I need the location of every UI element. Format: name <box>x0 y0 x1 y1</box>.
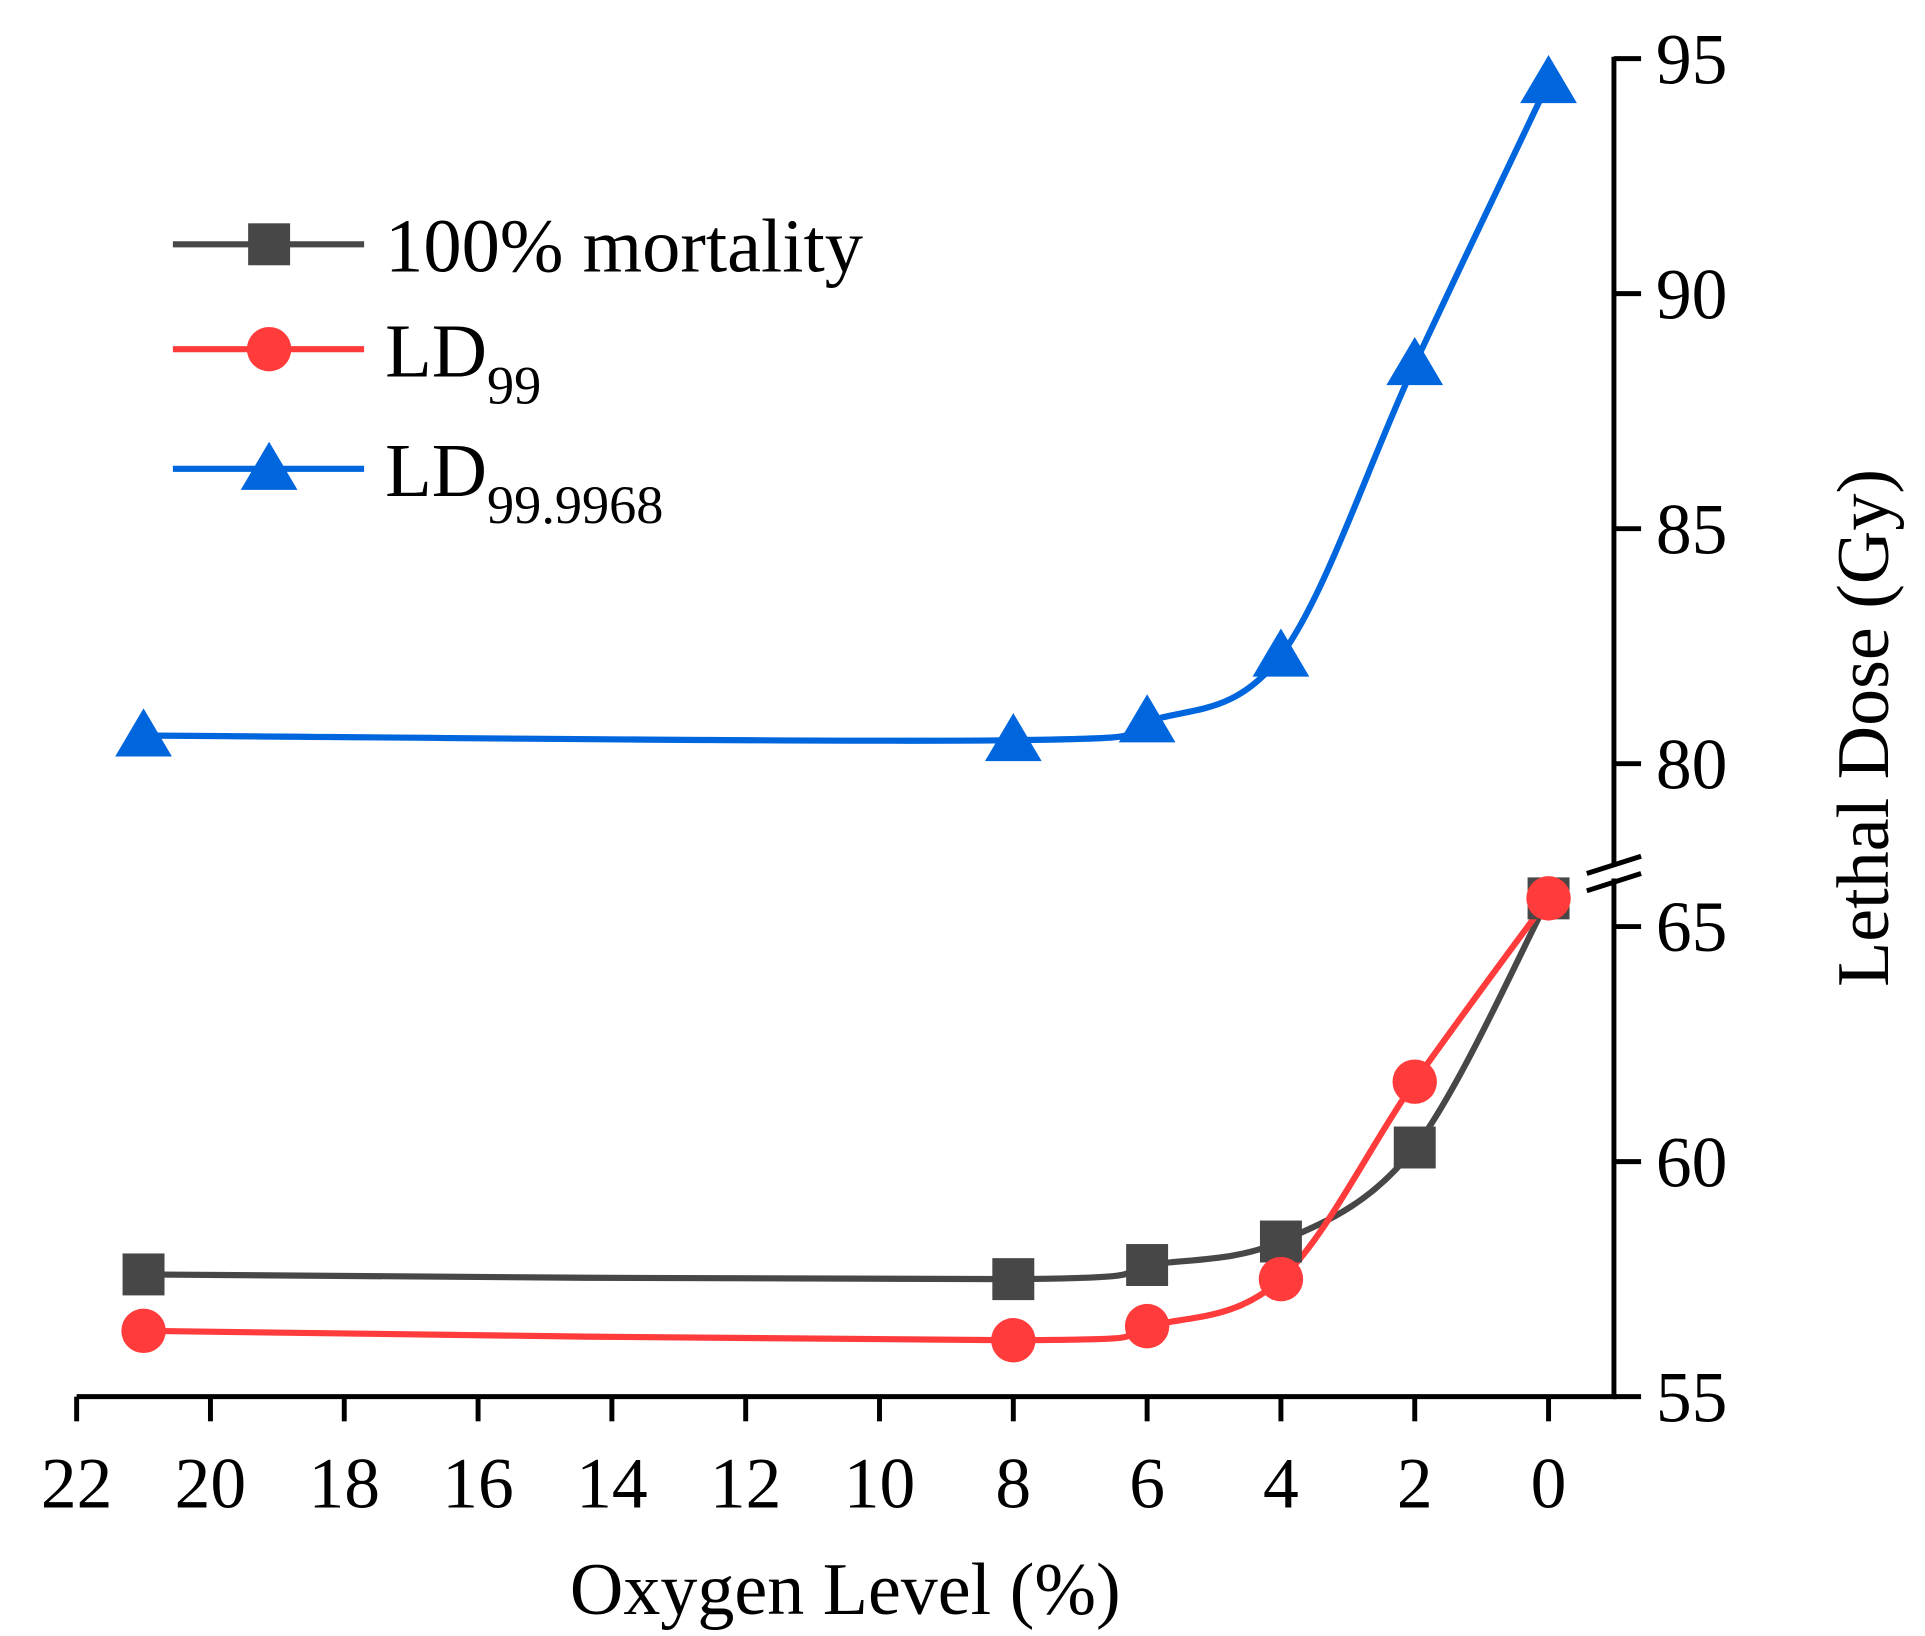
data-point-triangle <box>1252 628 1310 677</box>
x-tick-label: 2 <box>1397 1445 1433 1524</box>
y-tick-label: 55 <box>1656 1358 1728 1437</box>
legend-label: 100% mortality <box>385 203 863 288</box>
data-point-square <box>1393 1126 1436 1169</box>
axis-break-mark <box>1586 853 1642 894</box>
data-point-triangle <box>115 708 172 757</box>
x-tick-label: 18 <box>308 1445 380 1524</box>
data-point-circle <box>1526 876 1571 921</box>
series-line-2 <box>143 80 1552 744</box>
x-tick-label: 10 <box>844 1445 916 1524</box>
x-tick-label: 12 <box>710 1445 782 1524</box>
x-tick-label: 20 <box>175 1445 247 1524</box>
legend-item: LD99.9968 <box>172 428 663 535</box>
data-point-triangle <box>1386 337 1444 386</box>
legend-label: LD99 <box>385 308 541 415</box>
x-tick-label: 6 <box>1129 1445 1165 1524</box>
data-point-square <box>992 1258 1035 1301</box>
data-point-circle <box>1124 1303 1170 1349</box>
data-point-square <box>1259 1220 1302 1263</box>
x-tick-label: 8 <box>995 1445 1031 1524</box>
data-point-circle <box>121 1308 166 1354</box>
data-point-triangle <box>1118 694 1176 743</box>
y-tick-label: 60 <box>1656 1123 1728 1202</box>
legend-item: LD99 <box>172 308 541 415</box>
data-point-circle <box>991 1318 1036 1363</box>
x-axis-title: Oxygen Level (%) <box>570 1549 1121 1631</box>
data-point-circle <box>1392 1059 1437 1104</box>
y-axis-title: Lethal Dose (Gy) <box>1823 469 1905 987</box>
legend: 100% mortality LD99 LD99.9968 <box>172 203 863 535</box>
y-tick-label: 65 <box>1656 888 1728 967</box>
y-tick-label: 80 <box>1656 725 1728 804</box>
axes <box>76 56 1642 1400</box>
legend-item: 100% mortality <box>172 203 863 288</box>
y-tick-label: 90 <box>1656 255 1728 334</box>
data-point-circle <box>1258 1256 1304 1302</box>
x-tick-label: 16 <box>442 1445 514 1524</box>
series-line-0 <box>143 896 1552 1283</box>
y-tick-label: 95 <box>1656 20 1728 99</box>
legend-label: LD99.9968 <box>385 428 663 535</box>
legend-marker-square <box>248 223 291 266</box>
x-tick-label: 14 <box>576 1445 648 1524</box>
legend-marker-triangle <box>240 441 298 490</box>
data-point-triangle <box>1520 54 1577 104</box>
y-tick-label: 85 <box>1656 490 1728 569</box>
data-point-triangle <box>984 713 1042 762</box>
data-point-square <box>1126 1244 1169 1286</box>
data-point-square <box>122 1253 165 1296</box>
x-tick-label: 4 <box>1263 1445 1299 1524</box>
x-tick-label: 22 <box>41 1445 113 1524</box>
legend-marker-circle <box>246 326 292 372</box>
x-tick-label: 0 <box>1531 1445 1567 1524</box>
